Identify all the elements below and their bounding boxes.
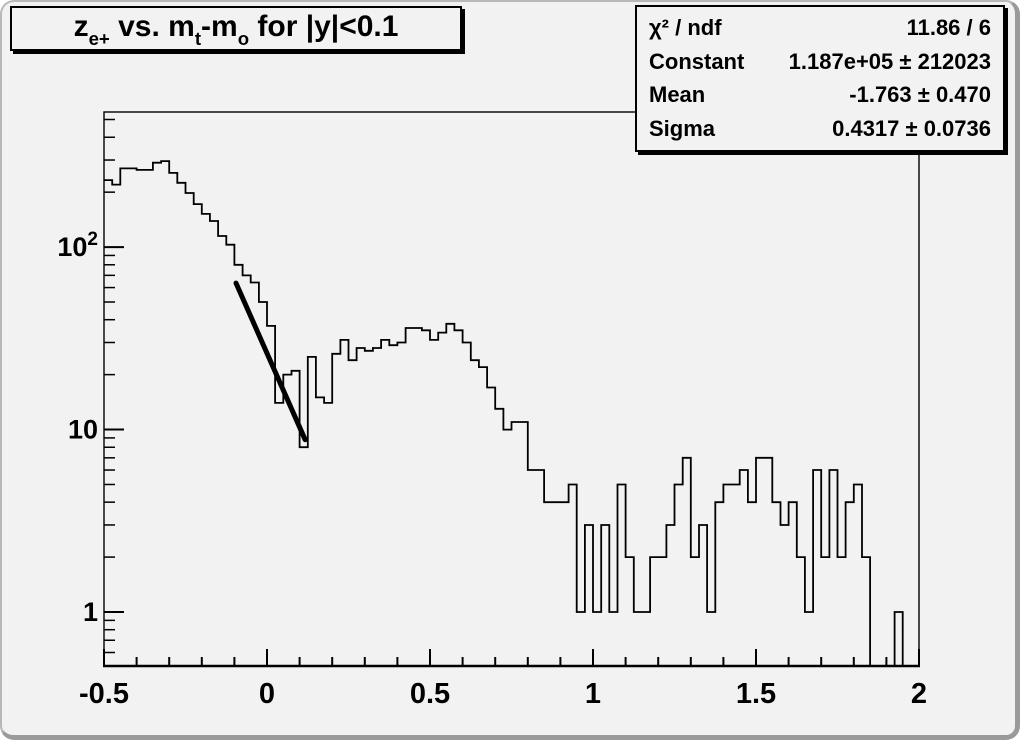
x-tick-label: 2 [911, 678, 927, 710]
stat-value: 11.86 / 6 [906, 14, 991, 40]
stats-box: χ² / ndf 11.86 / 6 Constant 1.187e+05 ± … [635, 5, 1005, 152]
stat-value: 0.4317 ± 0.0736 [832, 116, 991, 142]
stats-row-constant: Constant 1.187e+05 ± 212023 [637, 45, 1003, 79]
title-box: ze+ vs. mt-mo for |y|<0.1 [10, 6, 462, 51]
x-tick-label: 1.5 [736, 678, 776, 710]
stat-value: -1.763 ± 0.470 [849, 82, 991, 108]
title-subscript: t [194, 27, 202, 49]
title-part: vs. m [109, 9, 195, 43]
y-tick-label: 1 [83, 597, 98, 627]
x-tick-label: -0.5 [79, 678, 129, 710]
x-tick-label: 0 [259, 678, 275, 710]
title-subscript: e+ [88, 27, 110, 49]
title-subscript: o [237, 27, 250, 49]
x-tick-label: 0.5 [410, 678, 450, 710]
stats-row-chi2: χ² / ndf 11.86 / 6 [637, 11, 1003, 45]
stat-label: Constant [649, 48, 745, 74]
histogram-line [104, 160, 919, 667]
title-part: z [73, 9, 89, 43]
title-part: -m [201, 9, 238, 43]
title-text: ze+ vs. mt-mo for |y|<0.1 [73, 9, 399, 49]
stats-row-sigma: Sigma 0.4317 ± 0.0736 [637, 112, 1003, 146]
stat-label: Sigma [649, 116, 716, 142]
title-part: for |y|<0.1 [249, 9, 399, 43]
y-tick-label: 102 [57, 229, 98, 262]
y-tick-label: 10 [68, 415, 98, 445]
plot-frame [103, 111, 920, 667]
fit-line [233, 280, 308, 443]
stats-row-mean: Mean -1.763 ± 0.470 [637, 79, 1003, 113]
stat-label: Mean [649, 82, 706, 108]
stat-label: χ² / ndf [649, 14, 722, 40]
stat-value: 1.187e+05 ± 212023 [788, 48, 991, 74]
x-tick-label: 1 [585, 678, 601, 710]
